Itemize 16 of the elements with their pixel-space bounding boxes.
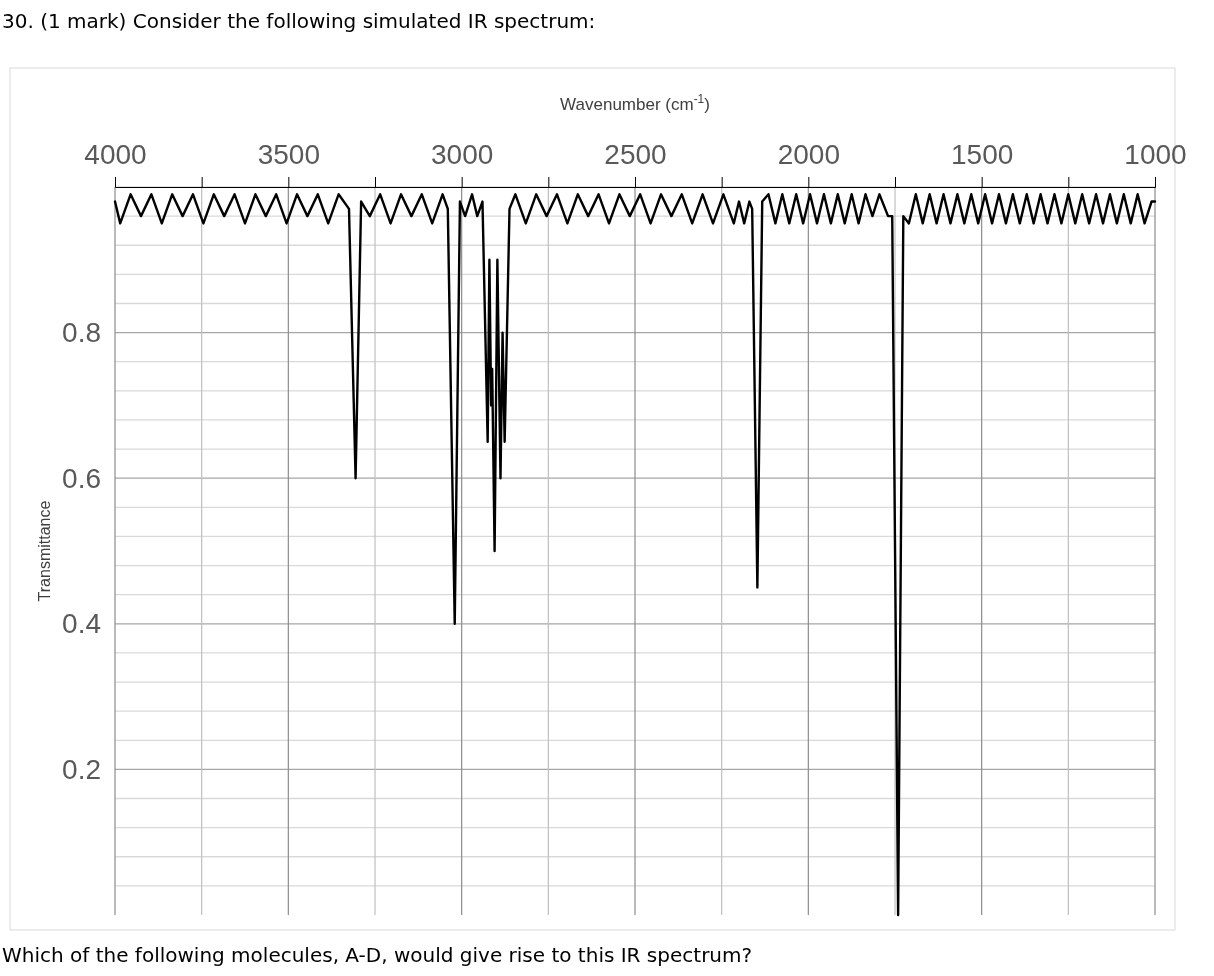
x-tick-label: 1500 [951,139,1014,171]
y-tick-label: 0.2 [62,753,101,785]
chart-title: 30. (1 mark) Consider the following simulated IR spectrum: [2,9,596,33]
y-tick-label: 0.4 [62,608,101,640]
x-tick-label: 3500 [257,139,320,171]
line-series [113,193,1157,917]
x-tick-label: 2000 [777,139,840,171]
x-tick-label: 1000 [1124,139,1187,171]
x-tick-label: 2500 [604,139,667,171]
x-axis-title: Wavenumber (cm$^{-1}$) [560,92,710,114]
y-axis-title: Transmittance [36,500,53,602]
y-tick-label: 0.8 [62,317,101,349]
x-tick-label: 4000 [84,139,147,171]
text: Which of the following molecules, A-D, would give rise to this IR spectrum? [2,943,753,967]
y-tick-label: 0.6 [62,462,101,494]
x-tick-label: 3000 [431,139,494,171]
